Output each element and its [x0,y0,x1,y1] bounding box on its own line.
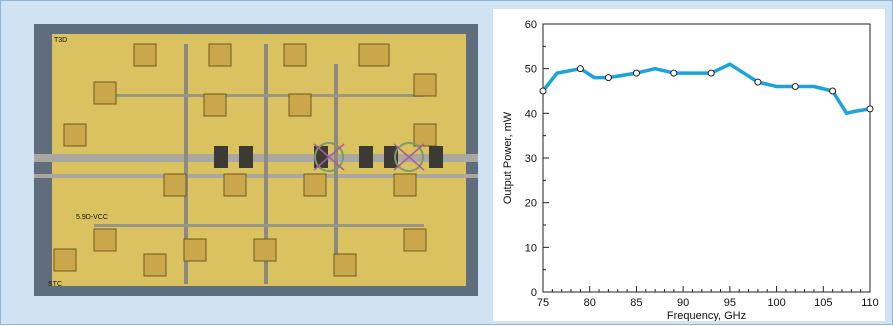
y-tick-label: 60 [525,19,537,31]
plot-frame [543,24,870,292]
y-tick-label: 20 [525,198,537,210]
data-point-marker [755,79,761,85]
x-tick-label: 110 [861,297,879,309]
x-tick-label: 75 [537,297,549,309]
x-tick-label: 100 [767,297,785,309]
chip-label-vcc: 5.9D-VCC [76,214,108,221]
data-point-marker [867,106,873,112]
data-point-marker [708,70,714,76]
chip-micrograph-drawing: 5.9D-VCC T3D STC [34,24,478,296]
data-point-marker [577,66,583,72]
data-point-marker [830,88,836,94]
x-tick-label: 85 [630,297,642,309]
x-tick-label: 90 [677,297,689,309]
x-axis-label: Frequency, GHz [667,310,746,321]
y-tick-label: 30 [525,153,537,165]
chip-label-top: T3D [54,37,67,44]
data-point-marker [792,84,798,90]
x-tick-label: 105 [814,297,832,309]
y-tick-label: 40 [525,108,537,120]
data-point-marker [633,70,639,76]
chip-label-bottom: STC [48,281,62,288]
data-point-marker [605,75,611,81]
data-point-marker [671,70,677,76]
y-tick-label: 50 [525,64,537,76]
x-tick-label: 80 [584,297,596,309]
chip-micrograph: 5.9D-VCC T3D STC [34,24,478,296]
output-power-chart: 0 10 20 30 40 50 60 75 80 85 90 95 100 105 110 Frequen… [493,9,885,321]
x-tick-label: 95 [724,297,736,309]
data-point-marker [540,88,546,94]
y-tick-label: 10 [525,242,537,254]
y-axis-label: Output Power, mW [502,111,514,204]
